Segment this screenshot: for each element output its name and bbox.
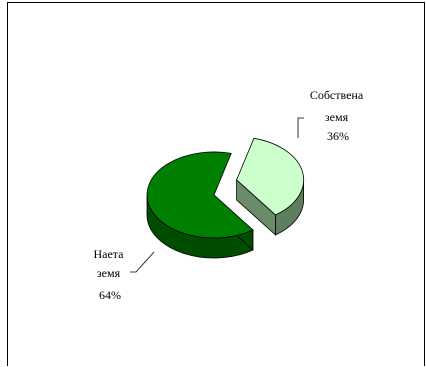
data-label-sobstvena-zemya: Собствена земя 36% xyxy=(310,88,366,143)
data-label-line: земя xyxy=(325,110,349,124)
data-label-line: 64% xyxy=(99,288,121,302)
data-label-line: земя xyxy=(97,266,121,280)
leader-line-nayeta-zemya xyxy=(130,251,155,273)
data-label-line: Наета xyxy=(93,247,124,261)
slice-nayeta-zemya xyxy=(146,151,254,239)
data-label-nayeta-zemya: Наета земя 64% xyxy=(93,247,126,302)
data-label-line: Собствена xyxy=(310,88,364,102)
leader-line-sobstvena-zemya xyxy=(297,117,304,138)
data-label-line: 36% xyxy=(327,129,349,143)
slice-sobstvena-zemya xyxy=(236,137,305,216)
